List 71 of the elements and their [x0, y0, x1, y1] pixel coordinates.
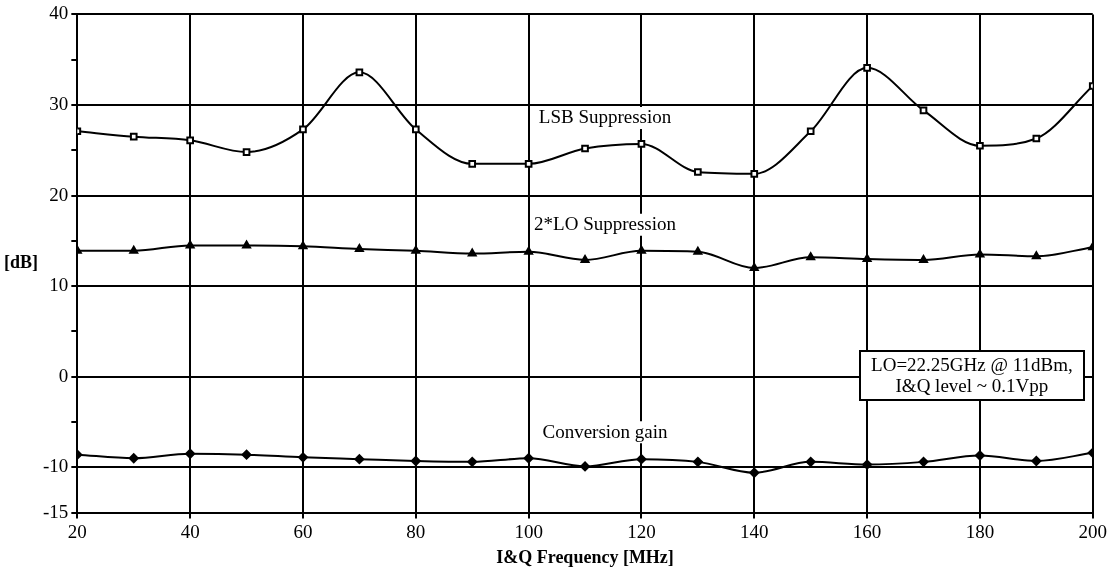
point — [863, 64, 871, 72]
point — [749, 467, 760, 478]
point — [411, 125, 420, 134]
point — [637, 140, 646, 148]
y-tick-label: -15 — [43, 500, 69, 522]
point — [128, 453, 139, 464]
y-tick-label: 30 — [49, 92, 69, 114]
point — [467, 248, 477, 257]
x-tick-label: 160 — [852, 520, 882, 542]
point — [354, 454, 365, 465]
point — [524, 160, 533, 168]
point — [975, 249, 985, 258]
x-tick-label: 200 — [1078, 520, 1107, 542]
point — [298, 241, 308, 250]
series-label: 2*LO Suppression — [534, 213, 677, 235]
point — [750, 170, 759, 178]
point — [186, 136, 194, 145]
point — [581, 144, 589, 153]
y-tick-label: 40 — [49, 2, 69, 24]
y-tick-label: 10 — [49, 274, 69, 296]
point — [129, 132, 138, 141]
point — [185, 240, 195, 249]
y-axis-title: [dB] — [4, 252, 39, 273]
x-tick-label: 120 — [627, 520, 656, 542]
point — [241, 449, 252, 460]
point — [1031, 251, 1041, 260]
point — [919, 254, 928, 263]
x-tick-label: 100 — [514, 520, 543, 542]
point — [749, 263, 759, 272]
series-label: Conversion gain — [542, 420, 669, 442]
point — [524, 246, 534, 255]
x-tick-label: 20 — [67, 520, 87, 542]
point — [806, 127, 815, 136]
point — [523, 453, 534, 464]
point — [297, 452, 308, 463]
point — [242, 148, 251, 156]
point — [862, 459, 873, 470]
point — [862, 253, 872, 262]
point — [410, 455, 421, 466]
point — [580, 254, 590, 263]
point — [636, 454, 647, 465]
y-tick-label: -10 — [43, 455, 69, 477]
point — [411, 245, 421, 254]
annotation: LO=22.25GHz @ 11dBm, I&Q level ~ 0.1Vpp — [859, 349, 1085, 402]
point — [580, 461, 591, 472]
point — [1031, 455, 1042, 466]
y-tick-label: 0 — [58, 364, 69, 386]
point — [636, 245, 646, 254]
series-label: LSB Suppression — [538, 106, 672, 128]
point — [467, 456, 478, 467]
point — [242, 240, 252, 249]
point — [918, 456, 929, 467]
point — [976, 141, 984, 150]
point — [805, 456, 816, 467]
point — [468, 160, 477, 168]
y-tick-label: 20 — [49, 183, 69, 205]
x-tick-label: 40 — [180, 520, 200, 542]
point — [354, 244, 364, 253]
x-tick-label: 140 — [740, 520, 769, 542]
point — [694, 168, 702, 176]
point — [806, 252, 816, 261]
point — [974, 450, 985, 461]
point — [299, 125, 307, 134]
point — [693, 246, 703, 255]
point — [129, 245, 139, 254]
point — [692, 456, 703, 467]
x-tick-label: 60 — [293, 520, 313, 542]
x-axis-title: I&Q Frequency [MHz] — [496, 546, 674, 567]
point — [185, 448, 196, 459]
x-tick-label: 180 — [965, 520, 995, 542]
x-tick-label: 80 — [406, 520, 426, 542]
